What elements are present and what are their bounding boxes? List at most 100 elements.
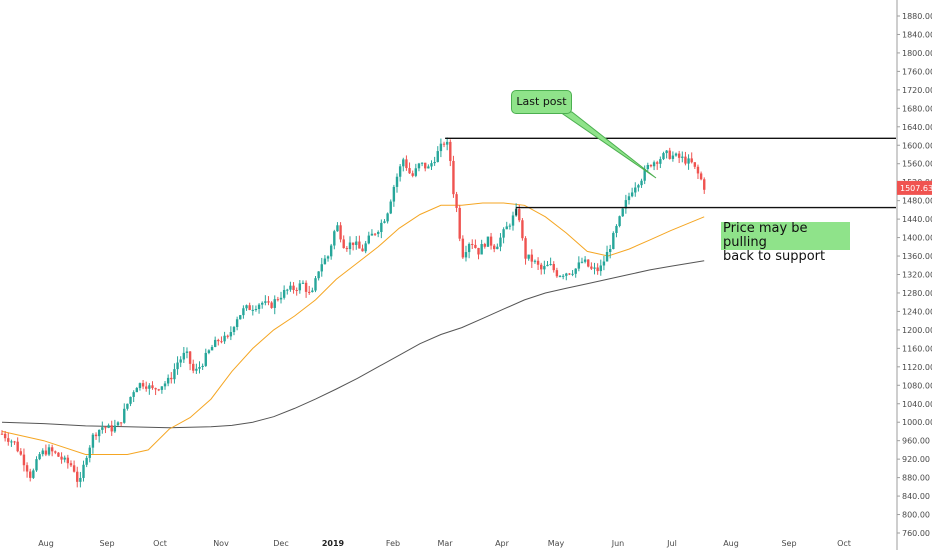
candle-body [179, 359, 182, 363]
candle-body [254, 308, 258, 310]
candle-body [351, 242, 355, 245]
candle-body [662, 153, 665, 160]
price-tick-label: 760.00 [902, 529, 930, 538]
price-tick-label: 1600.00 [902, 141, 932, 150]
last-price-marker: 1507.63 [897, 180, 932, 195]
candle-body [198, 366, 201, 369]
candle-body [145, 386, 148, 389]
candle-body [546, 264, 549, 267]
time-tick-label: Dec [273, 539, 288, 548]
candle-body [220, 341, 223, 343]
candle-body [32, 470, 35, 478]
candle-body [135, 388, 139, 393]
candle-body [552, 264, 555, 271]
candle-body [229, 332, 233, 337]
candle-body [436, 151, 439, 162]
candle-body [223, 335, 226, 342]
candle-body [210, 346, 214, 351]
candle-body [583, 259, 587, 262]
price-tick-label: 1760.00 [902, 67, 932, 76]
price-tick-label: 1040.00 [902, 400, 932, 409]
candle-body [580, 261, 584, 263]
candle-body [160, 386, 164, 390]
candle-body [166, 377, 170, 384]
candle-body [671, 155, 675, 159]
candle-body [355, 241, 358, 245]
time-axis[interactable]: Aug Sep Oct Nov Dec 2019 Feb Mar Apr May Jun Jul Aug… [38, 539, 851, 548]
support-note[interactable]: Price may be pulling back to support [721, 222, 850, 264]
candle-body [389, 201, 392, 214]
price-tick-label: 800.00 [902, 511, 930, 520]
candle-body [558, 276, 562, 278]
candle-body [286, 289, 289, 291]
price-tick-label: 1280.00 [902, 289, 932, 298]
time-tick-label: Mar [437, 539, 453, 548]
candle-body [430, 163, 433, 167]
candle-body [276, 299, 280, 301]
candle-body [323, 258, 327, 265]
callout-pointer [558, 111, 657, 179]
price-tick-label: 1080.00 [902, 381, 932, 390]
time-tick-label: Feb [386, 539, 400, 548]
candle-body [499, 237, 502, 247]
price-tick-label: 1240.00 [902, 307, 932, 316]
candle-body [424, 162, 427, 169]
candle-body [298, 283, 302, 291]
candle-body [530, 254, 534, 262]
last-post-callout[interactable]: Last post [511, 90, 572, 114]
candle-body [549, 264, 552, 266]
candle-body [192, 363, 195, 371]
candle-body [176, 362, 179, 370]
candle-body [508, 225, 512, 227]
support-resistance-layer[interactable] [445, 137, 896, 216]
candle-body [132, 392, 135, 397]
candle-body [417, 163, 421, 169]
time-tick-label: May [548, 539, 565, 548]
candle-body [235, 319, 239, 327]
candle-body [3, 433, 7, 439]
candle-body [282, 289, 286, 298]
candle-body [248, 305, 251, 310]
candle-body [25, 465, 29, 472]
candle-body [420, 162, 424, 164]
candle-body [630, 192, 634, 197]
price-tick-label: 1680.00 [902, 104, 932, 113]
candle-body [477, 247, 480, 255]
candle-body [226, 335, 229, 337]
candle-body [66, 457, 70, 464]
candle-body [113, 425, 117, 432]
candle-body [386, 213, 389, 222]
candle-body [615, 225, 618, 233]
candle-body [367, 235, 370, 244]
candle-body [492, 245, 496, 250]
candle-body [571, 273, 574, 275]
time-tick-label: Oct [837, 539, 851, 548]
price-axis[interactable]: 1880.00 1840.00 1800.00 1760.00 1720.00 1680.… [896, 0, 932, 550]
candle-body [665, 150, 668, 154]
candle-body [445, 141, 449, 145]
candle-body [524, 238, 527, 259]
candle-body [377, 232, 380, 234]
time-tick-label: Jun [611, 539, 625, 548]
candle-body [35, 459, 38, 471]
candle-body [138, 383, 142, 389]
candle-body [521, 220, 524, 239]
candle-body [101, 427, 104, 430]
candle-body [173, 369, 176, 380]
candle-body [464, 252, 468, 258]
candle-body [561, 275, 565, 277]
price-tick-label: 920.00 [902, 455, 930, 464]
candle-body [621, 208, 624, 217]
candle-body [395, 176, 399, 187]
candle-body [358, 241, 361, 249]
price-tick-label: 1640.00 [902, 123, 932, 132]
candle-body [467, 243, 471, 253]
candle-body [348, 242, 352, 250]
candle-body [242, 308, 245, 316]
candle-body [659, 159, 662, 164]
candle-body [50, 447, 54, 452]
candle-body [555, 270, 559, 277]
fast-moving-average-layer [1, 202, 705, 455]
candle-body [22, 454, 26, 466]
